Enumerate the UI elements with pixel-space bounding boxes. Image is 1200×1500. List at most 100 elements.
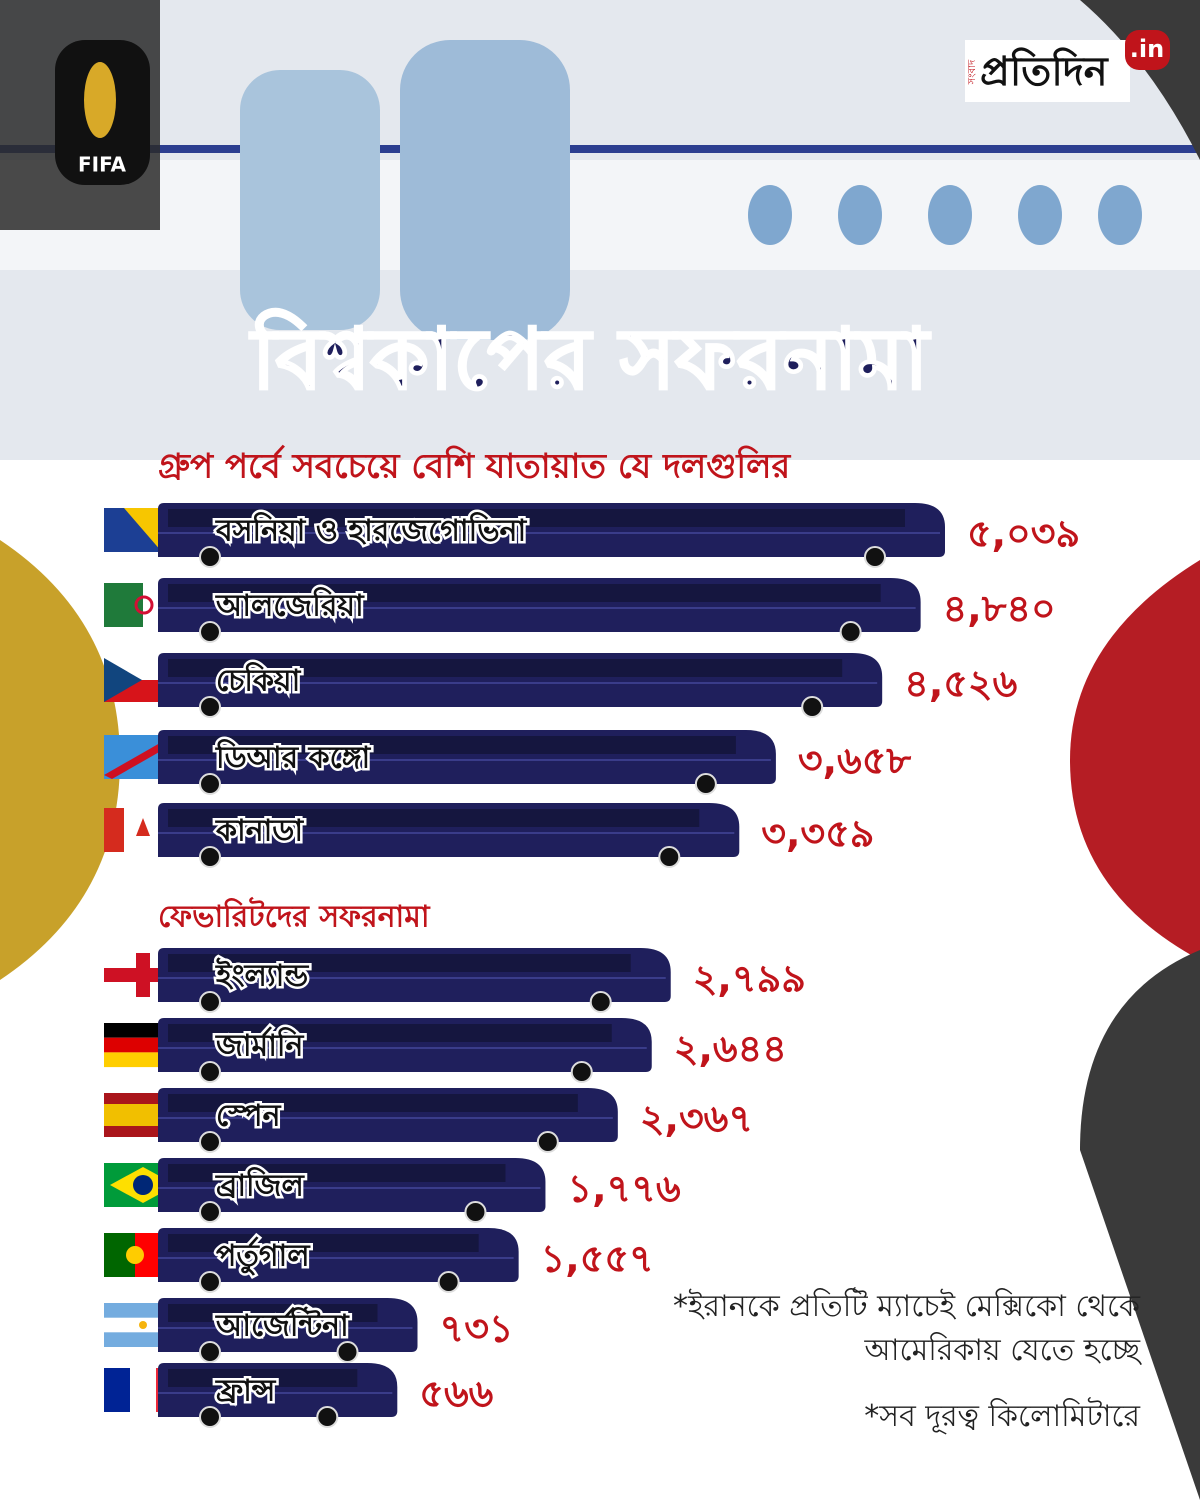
category-label: আর্জেন্টিনা (215, 1307, 350, 1344)
bus-wheel (199, 773, 221, 795)
row: জার্মানি ২,৬৪৪ (104, 1018, 787, 1083)
bus-window (168, 1164, 506, 1182)
plane-windows (748, 185, 1142, 245)
bus-window (168, 509, 905, 527)
row: কানাডা ৩,৩৫৯ (104, 803, 874, 868)
bus-wheel (437, 1271, 460, 1293)
bus-wheel (839, 621, 862, 643)
chart-title: গ্রুপ পর্বে সবচেয়ে বেশি যাতায়াত যে দলগ… (158, 445, 791, 487)
side-band (1070, 560, 1200, 960)
value-label: ৪,৫২৬ (904, 662, 1017, 706)
category-label: ডিআর কঙ্গো (215, 739, 372, 776)
bus-window (168, 736, 736, 754)
row: আলজেরিয়া ৪,৮৪০ (104, 578, 1056, 643)
bus-wheel (199, 1406, 221, 1428)
side-band (0, 540, 120, 980)
flag (136, 818, 150, 836)
bus-wheel (589, 991, 612, 1013)
player (400, 40, 570, 340)
brand-prefix: সংবাদ (967, 59, 978, 85)
category-label: পর্তুগাল (216, 1237, 311, 1276)
flag (104, 808, 124, 852)
value-label: ৩,৬৫৮ (798, 739, 912, 783)
brand: প্রতিদিন (980, 47, 1110, 95)
player (240, 70, 380, 330)
category-label: বসনিয়া ও হারজেগোভিনা (215, 512, 527, 549)
bus-wheel (199, 846, 221, 868)
value-label: ৭৩১ (440, 1307, 514, 1351)
bus-wheel (199, 991, 221, 1013)
bus-wheel (801, 696, 824, 718)
flag (139, 1321, 147, 1329)
value-label: ৫৬৬ (419, 1372, 493, 1416)
plane-stripe (0, 145, 1200, 153)
category-label: চেকিয়া (216, 662, 302, 699)
row: ডিআর কঙ্গো ৩,৬৫৮ (104, 730, 912, 795)
flag (133, 1175, 153, 1195)
bus-wheel (199, 1341, 221, 1363)
flag (104, 1368, 130, 1412)
trophy (84, 62, 116, 138)
bus-window (168, 659, 843, 677)
bus-wheel (199, 1061, 221, 1083)
value-label: ৪,৮৪০ (943, 587, 1056, 631)
category-label: কানাডা (215, 814, 304, 849)
flag (134, 595, 154, 615)
bus-window (168, 809, 700, 827)
bus-window (168, 1369, 358, 1387)
flag (124, 508, 162, 552)
bus-wheel (199, 1131, 221, 1153)
bus-window (168, 954, 631, 972)
chart-title: ফেভারিটদের সফরনামা (158, 897, 431, 935)
row: স্পেন ২,৩৬৭ (104, 1088, 753, 1153)
category-label: আলজেরিয়া (215, 587, 365, 624)
row: ব্রাজিল ১,৭৭৬ (104, 1158, 681, 1223)
title: বিশ্বকাপের সফরনামা (249, 308, 931, 408)
bus-wheel (536, 1131, 559, 1153)
bus-wheel (199, 696, 221, 718)
value-label: ২,৭৯৯ (693, 957, 806, 1001)
value-label: ৫,০৩৯ (967, 512, 1080, 556)
bus-window (168, 584, 881, 602)
bus-window (168, 1304, 378, 1322)
value-label: ৩,৩৫৯ (761, 812, 874, 856)
category-label: স্পেন (216, 1099, 282, 1134)
row: পর্তুগাল ১,৫৫৭ (104, 1228, 654, 1293)
row: বসনিয়া ও হারজেগোভিনা ৫,০৩৯ (104, 503, 1080, 568)
value-label: ১,৫৫৭ (541, 1237, 654, 1281)
bus-wheel (336, 1341, 359, 1363)
value-label: ২,৬৪৪ (674, 1027, 787, 1071)
row: আর্জেন্টিনা ৭৩১ (104, 1298, 514, 1363)
flag (130, 1368, 156, 1412)
category-label: ফ্রান্স (215, 1374, 277, 1409)
flag (126, 1246, 144, 1264)
row: চেকিয়া ৪,৫২৬ (104, 653, 1018, 718)
flag (104, 658, 142, 702)
brand-suffix-bg (1125, 30, 1170, 70)
bus-wheel (658, 846, 681, 868)
logo-text: FIFA (78, 153, 126, 177)
bus-wheel (570, 1061, 593, 1083)
bus-window (168, 1094, 578, 1112)
bus-wheel (199, 621, 221, 643)
bus-window (168, 1234, 479, 1252)
bus-wheel (199, 1271, 221, 1293)
row: ফ্রান্স ৫৬৬ (104, 1363, 494, 1428)
note: *ইরানকে প্রতিটি ম্যাচেই মেক্সিকো থেকে আম… (672, 1289, 1140, 1368)
side-band (1080, 0, 1200, 160)
row: ইংল্যান্ড ২,৭৯৯ (104, 948, 806, 1013)
category-label: ইংল্যান্ড (215, 958, 309, 994)
bus-window (168, 1024, 612, 1042)
bus-wheel (464, 1201, 487, 1223)
brand-suffix: .in (1130, 35, 1164, 63)
brand-bg (965, 40, 1130, 102)
note: *সব দূরত্ব কিলোমিটারে (864, 1399, 1140, 1434)
side-band (1080, 950, 1200, 1500)
plane-body (0, 160, 1200, 270)
bus-wheel (199, 1201, 221, 1223)
bus-wheel (864, 546, 886, 568)
value-label: ১,৭৭৬ (567, 1167, 681, 1211)
bus-wheel (316, 1406, 339, 1428)
